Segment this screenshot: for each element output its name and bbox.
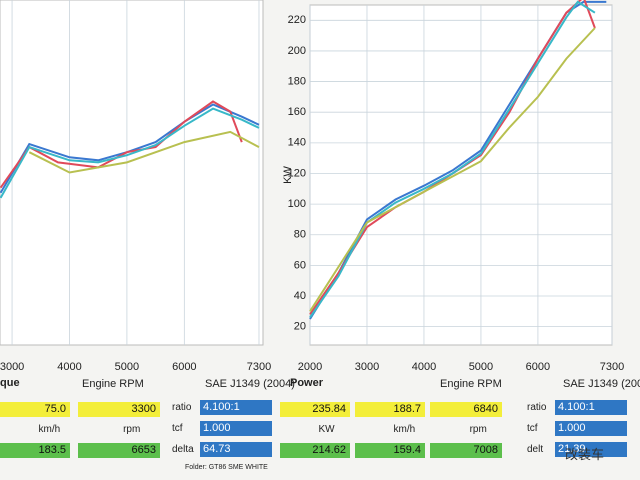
y-tick-label: 140: [288, 137, 306, 149]
side-label: delt: [527, 444, 544, 455]
x-tick-label: 7300: [600, 361, 624, 373]
x-tick-label: 5000: [469, 361, 493, 373]
note: SAE J1349 (2004): [205, 378, 295, 390]
y-tick-label: 20: [294, 321, 306, 333]
blue-box: 4.100:1: [555, 400, 627, 415]
yellow-box: 235.84: [280, 402, 350, 417]
y-tick-label: 220: [288, 14, 306, 26]
x-tick-label: 3000: [0, 361, 24, 373]
line-series: [309, 27, 596, 312]
green-box: 159.4: [355, 443, 425, 458]
plot-area: [309, 4, 613, 346]
chart-title: que: [0, 377, 20, 389]
green-box: 214.62: [280, 443, 350, 458]
x-axis-label: Engine RPM: [82, 378, 144, 390]
blue-box: 4.100:1: [200, 400, 272, 415]
side-label: delta: [172, 444, 194, 455]
blue-box: 64.73: [200, 442, 272, 457]
unit-label: rpm: [469, 424, 487, 435]
unit-label: KW: [318, 424, 335, 435]
y-tick-label: 160: [288, 106, 306, 118]
yellow-box: 3300: [78, 402, 160, 417]
plot-area: [0, 0, 264, 346]
green-box: 183.5: [0, 443, 70, 458]
unit-label: rpm: [123, 424, 141, 435]
x-tick-label: 4000: [57, 361, 81, 373]
y-tick-label: 40: [294, 290, 306, 302]
x-tick-label: 3000: [355, 361, 379, 373]
x-tick-label: 2000: [298, 361, 322, 373]
y-tick-label: 120: [288, 167, 306, 179]
x-tick-label: 5000: [115, 361, 139, 373]
x-tick-label: 6000: [172, 361, 196, 373]
y-tick-label: 200: [288, 45, 306, 57]
watermark: 改装车: [565, 447, 605, 462]
y-tick-label: 100: [288, 198, 306, 210]
x-axis-label: Engine RPM: [440, 378, 502, 390]
unit-label: km/h: [38, 424, 61, 435]
y-tick-label: 60: [294, 259, 306, 271]
y-tick-label: 80: [294, 229, 306, 241]
blue-box: 1.000: [555, 421, 627, 436]
side-label: ratio: [527, 402, 547, 413]
chart-title: Power: [290, 377, 324, 389]
y-axis-label: KW: [282, 166, 294, 184]
blue-box: 1.000: [200, 421, 272, 436]
x-tick-label: 4000: [412, 361, 436, 373]
x-tick-label: 7300: [247, 361, 271, 373]
line-series: [28, 130, 260, 174]
folder: Folder: GT86 SME WHITE: [185, 464, 268, 471]
x-tick-label: 6000: [526, 361, 550, 373]
blue-box: 21.39: [555, 442, 627, 457]
green-box: 6653: [78, 443, 160, 458]
y-tick-label: 180: [288, 75, 306, 87]
yellow-box: 6840: [430, 402, 502, 417]
line-series: [0, 107, 260, 199]
side-label: tcf: [172, 423, 183, 434]
note: SAE J1349 (2004): [563, 378, 640, 390]
side-label: ratio: [172, 402, 192, 413]
yellow-box: 75.0: [0, 402, 70, 417]
yellow-box: 188.7: [355, 402, 425, 417]
green-box: 7008: [430, 443, 502, 458]
side-label: tcf: [527, 423, 538, 434]
unit-label: km/h: [393, 424, 416, 435]
